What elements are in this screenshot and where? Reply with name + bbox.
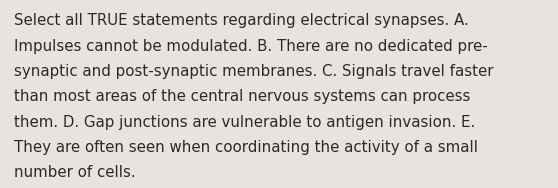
Text: synaptic and post-synaptic membranes. C. Signals travel faster: synaptic and post-synaptic membranes. C.… (14, 64, 493, 79)
Text: Select all TRUE statements regarding electrical synapses. A.: Select all TRUE statements regarding ele… (14, 13, 469, 28)
Text: them. D. Gap junctions are vulnerable to antigen invasion. E.: them. D. Gap junctions are vulnerable to… (14, 115, 475, 130)
Text: than most areas of the central nervous systems can process: than most areas of the central nervous s… (14, 89, 470, 104)
Text: Impulses cannot be modulated. B. There are no dedicated pre-: Impulses cannot be modulated. B. There a… (14, 39, 488, 54)
Text: number of cells.: number of cells. (14, 165, 136, 180)
Text: They are often seen when coordinating the activity of a small: They are often seen when coordinating th… (14, 140, 478, 155)
